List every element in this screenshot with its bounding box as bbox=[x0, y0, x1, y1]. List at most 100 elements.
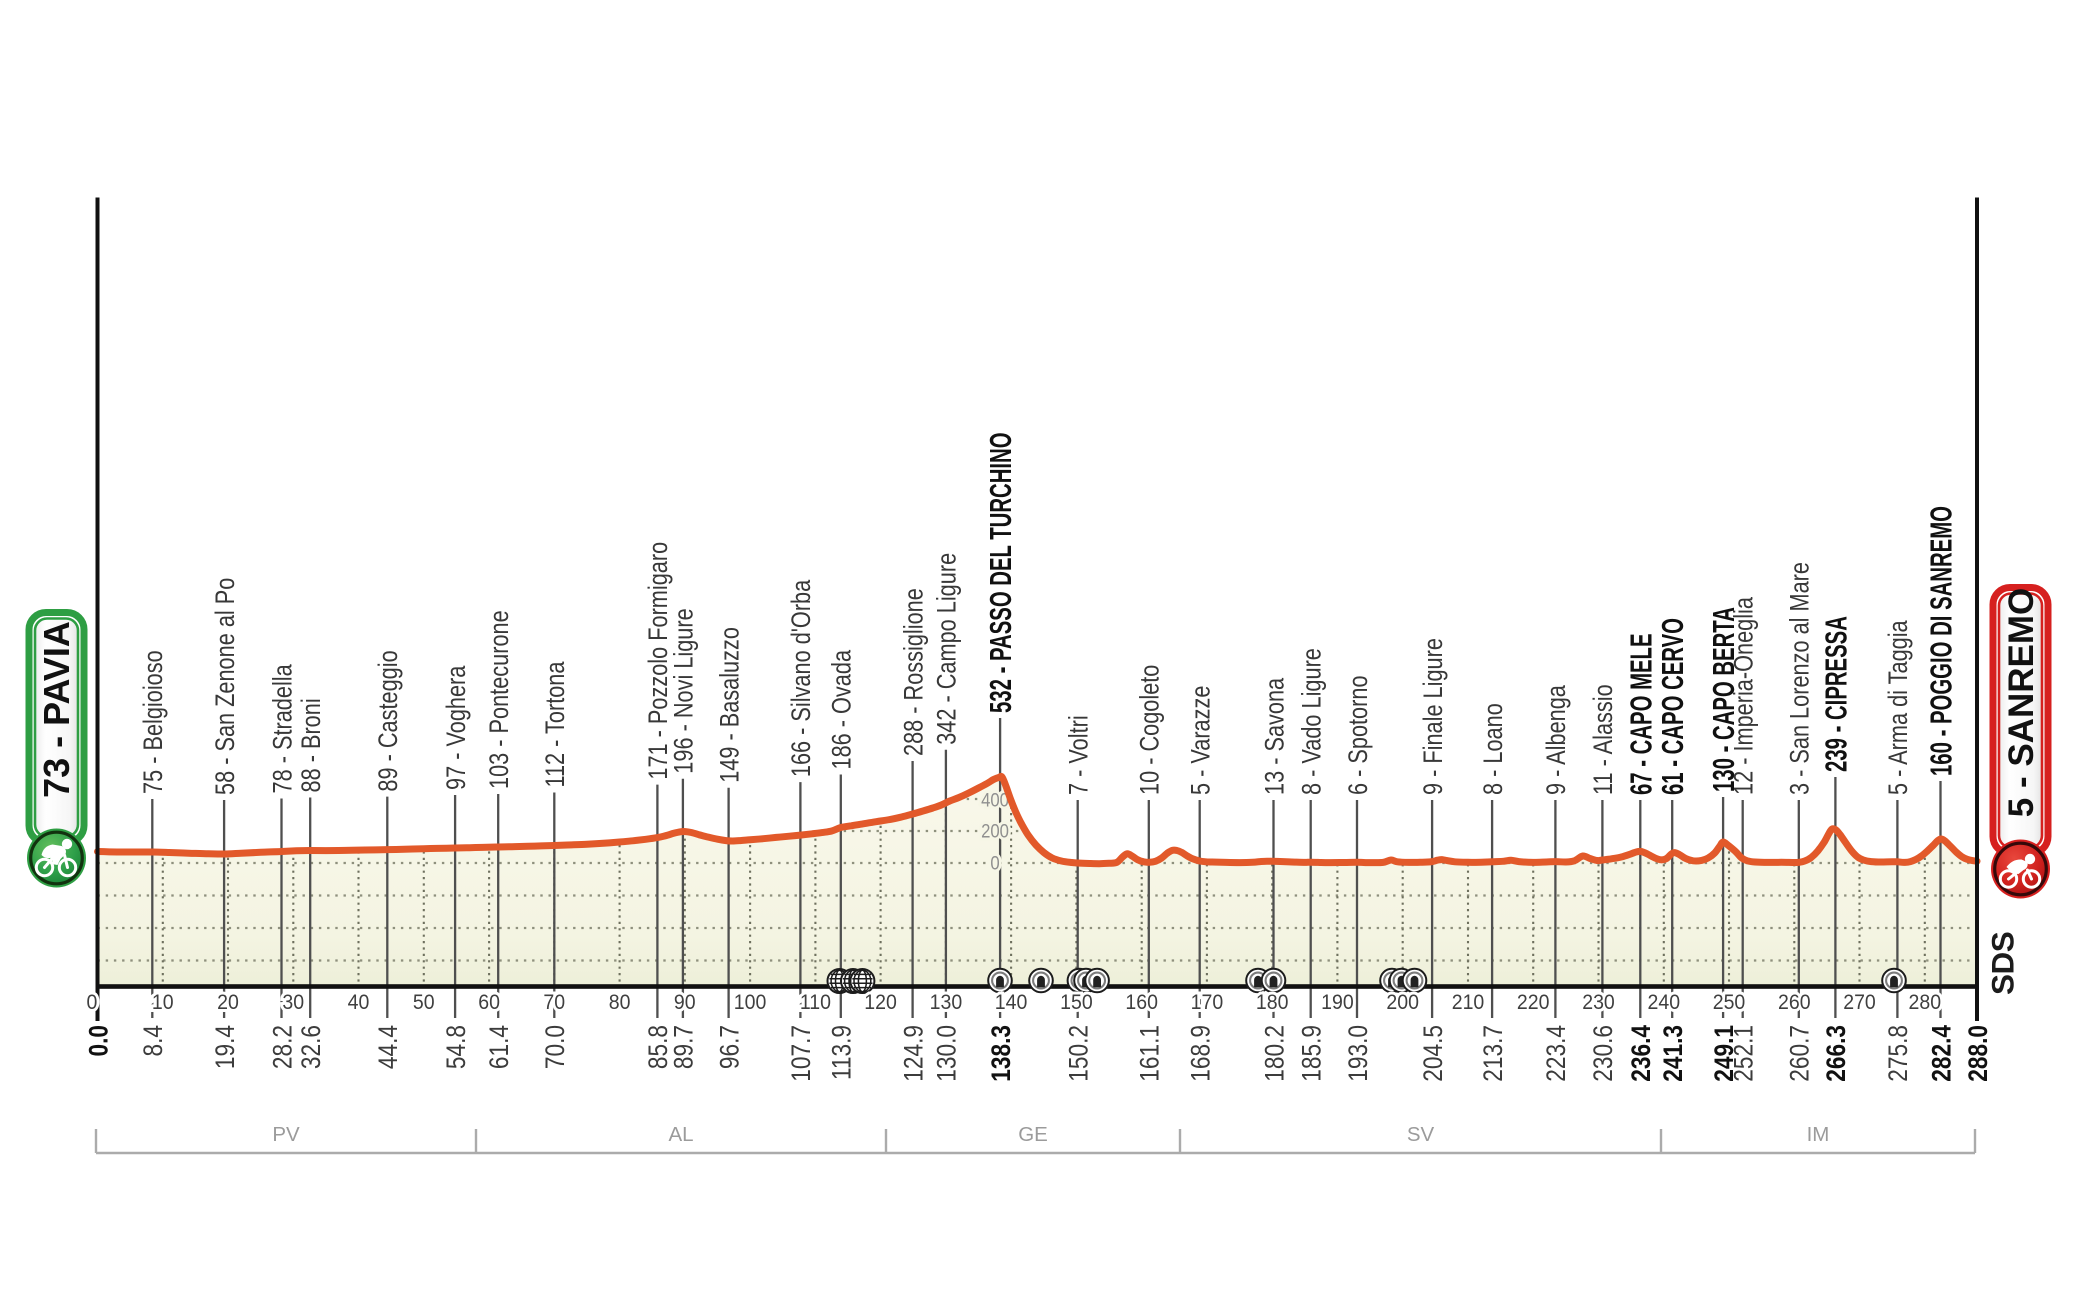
svg-text:200: 200 bbox=[981, 821, 1009, 842]
svg-text:80: 80 bbox=[609, 991, 631, 1014]
svg-text:288.0: 288.0 bbox=[1963, 1025, 1993, 1082]
svg-text:12 - Imperia-Oneglia: 12 - Imperia-Oneglia bbox=[1730, 597, 1760, 795]
svg-text:275.8: 275.8 bbox=[1883, 1025, 1913, 1082]
svg-text:161.1: 161.1 bbox=[1135, 1025, 1165, 1082]
svg-text:5 - Varazze: 5 - Varazze bbox=[1187, 686, 1217, 795]
svg-text:73 - PAVIA: 73 - PAVIA bbox=[36, 621, 77, 798]
svg-text:96.7: 96.7 bbox=[715, 1025, 745, 1069]
svg-text:11 - Alassio: 11 - Alassio bbox=[1589, 684, 1619, 795]
svg-text:61 - CAPO CERVO: 61 - CAPO CERVO bbox=[1657, 618, 1690, 795]
svg-text:10 - Cogoleto: 10 - Cogoleto bbox=[1136, 665, 1166, 795]
svg-text:SV: SV bbox=[1407, 1123, 1435, 1146]
svg-text:0.0: 0.0 bbox=[83, 1025, 113, 1057]
svg-text:PV: PV bbox=[272, 1123, 300, 1146]
svg-text:266.3: 266.3 bbox=[1821, 1025, 1851, 1082]
svg-text:3 - San Lorenzo al Mare: 3 - San Lorenzo al Mare bbox=[1786, 562, 1816, 795]
svg-text:78 - Stradella: 78 - Stradella bbox=[268, 664, 298, 794]
svg-text:210: 210 bbox=[1452, 991, 1485, 1014]
svg-text:67 - CAPO MELE: 67 - CAPO MELE bbox=[1625, 633, 1658, 795]
svg-text:249.1: 249.1 bbox=[1709, 1025, 1739, 1082]
svg-text:40: 40 bbox=[348, 991, 370, 1014]
svg-text:70.0: 70.0 bbox=[540, 1025, 570, 1069]
svg-text:IM: IM bbox=[1807, 1123, 1830, 1146]
svg-text:90: 90 bbox=[674, 991, 696, 1014]
svg-text:150.2: 150.2 bbox=[1064, 1025, 1094, 1082]
svg-text:28.2: 28.2 bbox=[267, 1025, 297, 1069]
svg-text:236.4: 236.4 bbox=[1626, 1025, 1656, 1082]
svg-text:190: 190 bbox=[1321, 991, 1354, 1014]
svg-text:9 - Finale Ligure: 9 - Finale Ligure bbox=[1419, 638, 1449, 795]
svg-text:282.4: 282.4 bbox=[1926, 1025, 1956, 1082]
svg-text:58 - San Zenone al Po: 58 - San Zenone al Po bbox=[211, 578, 241, 795]
svg-text:7 - Voltri: 7 - Voltri bbox=[1065, 715, 1095, 795]
svg-text:166 - Silvano d'Orba: 166 - Silvano d'Orba bbox=[787, 579, 817, 777]
svg-text:252.1: 252.1 bbox=[1729, 1025, 1759, 1082]
svg-text:193.0: 193.0 bbox=[1343, 1025, 1373, 1082]
svg-text:10: 10 bbox=[152, 991, 174, 1014]
svg-text:270: 270 bbox=[1843, 991, 1876, 1014]
svg-text:GE: GE bbox=[1018, 1123, 1048, 1146]
svg-text:230.6: 230.6 bbox=[1588, 1025, 1618, 1082]
svg-text:AL: AL bbox=[668, 1123, 693, 1146]
svg-text:140: 140 bbox=[995, 991, 1028, 1014]
svg-text:19.4: 19.4 bbox=[210, 1025, 240, 1069]
svg-text:8.4: 8.4 bbox=[138, 1025, 168, 1057]
svg-text:60: 60 bbox=[478, 991, 500, 1014]
svg-text:85.8: 85.8 bbox=[643, 1025, 673, 1069]
svg-text:120: 120 bbox=[864, 991, 897, 1014]
svg-text:239 - CIPRESSA: 239 - CIPRESSA bbox=[1821, 616, 1854, 772]
svg-text:260.7: 260.7 bbox=[1785, 1025, 1815, 1082]
svg-text:30: 30 bbox=[282, 991, 304, 1014]
svg-text:168.9: 168.9 bbox=[1186, 1025, 1216, 1082]
svg-text:113.9: 113.9 bbox=[827, 1025, 857, 1080]
svg-text:0: 0 bbox=[990, 853, 999, 874]
svg-text:196 - Novi Ligure: 196 - Novi Ligure bbox=[670, 608, 700, 773]
svg-text:0: 0 bbox=[87, 991, 98, 1014]
svg-text:220: 220 bbox=[1517, 991, 1550, 1014]
svg-text:342 - Campo Ligure: 342 - Campo Ligure bbox=[933, 553, 963, 745]
svg-text:241.3: 241.3 bbox=[1658, 1025, 1688, 1082]
svg-text:8 - Vado Ligure: 8 - Vado Ligure bbox=[1298, 648, 1328, 795]
svg-text:SDS: SDS bbox=[1985, 932, 2021, 995]
svg-text:260: 260 bbox=[1778, 991, 1811, 1014]
svg-text:124.9: 124.9 bbox=[899, 1025, 929, 1082]
svg-text:97 - Voghera: 97 - Voghera bbox=[442, 665, 472, 790]
svg-text:160: 160 bbox=[1125, 991, 1158, 1014]
svg-text:204.5: 204.5 bbox=[1418, 1025, 1448, 1082]
svg-text:130.0: 130.0 bbox=[932, 1025, 962, 1082]
svg-text:70: 70 bbox=[543, 991, 565, 1014]
svg-text:150: 150 bbox=[1060, 991, 1093, 1014]
svg-text:54.8: 54.8 bbox=[441, 1025, 471, 1069]
svg-text:6 - Spotorno: 6 - Spotorno bbox=[1344, 675, 1374, 795]
svg-text:9 - Albenga: 9 - Albenga bbox=[1542, 685, 1572, 795]
svg-text:250: 250 bbox=[1713, 991, 1746, 1014]
svg-text:185.9: 185.9 bbox=[1297, 1025, 1327, 1082]
svg-text:160 - POGGIO DI SANREMO: 160 - POGGIO DI SANREMO bbox=[1926, 506, 1959, 776]
svg-text:103 - Pontecurone: 103 - Pontecurone bbox=[485, 610, 515, 789]
svg-text:130 - CAPO BERTA: 130 - CAPO BERTA bbox=[1708, 607, 1741, 792]
svg-text:13 - Savona: 13 - Savona bbox=[1260, 677, 1290, 795]
svg-text:288 - Rossiglione: 288 - Rossiglione bbox=[899, 588, 929, 756]
svg-text:20: 20 bbox=[217, 991, 239, 1014]
svg-text:170: 170 bbox=[1191, 991, 1224, 1014]
svg-text:213.7: 213.7 bbox=[1478, 1025, 1508, 1082]
svg-text:107.7: 107.7 bbox=[786, 1025, 816, 1082]
svg-text:130: 130 bbox=[930, 991, 963, 1014]
svg-text:112 - Tortona: 112 - Tortona bbox=[541, 661, 571, 787]
svg-text:138.3: 138.3 bbox=[986, 1025, 1016, 1082]
svg-text:88 - Broni: 88 - Broni bbox=[297, 698, 327, 792]
svg-text:75 - Belgioioso: 75 - Belgioioso bbox=[139, 650, 169, 794]
svg-text:230: 230 bbox=[1582, 991, 1615, 1014]
svg-text:100: 100 bbox=[734, 991, 767, 1014]
svg-text:110: 110 bbox=[800, 991, 831, 1014]
svg-text:5 - SANREMO: 5 - SANREMO bbox=[2002, 588, 2041, 817]
svg-text:149 - Basaluzzo: 149 - Basaluzzo bbox=[715, 627, 745, 783]
svg-text:200: 200 bbox=[1386, 991, 1419, 1014]
svg-text:61.4: 61.4 bbox=[484, 1025, 514, 1069]
svg-text:44.4: 44.4 bbox=[373, 1025, 403, 1069]
svg-text:186 - Ovada: 186 - Ovada bbox=[828, 650, 858, 770]
svg-text:32.6: 32.6 bbox=[296, 1025, 326, 1069]
svg-text:240: 240 bbox=[1648, 991, 1681, 1014]
svg-text:532 - PASSO DEL TURCHINO: 532 - PASSO DEL TURCHINO bbox=[985, 432, 1018, 713]
svg-text:171 - Pozzolo Formigaro: 171 - Pozzolo Formigaro bbox=[644, 542, 674, 780]
